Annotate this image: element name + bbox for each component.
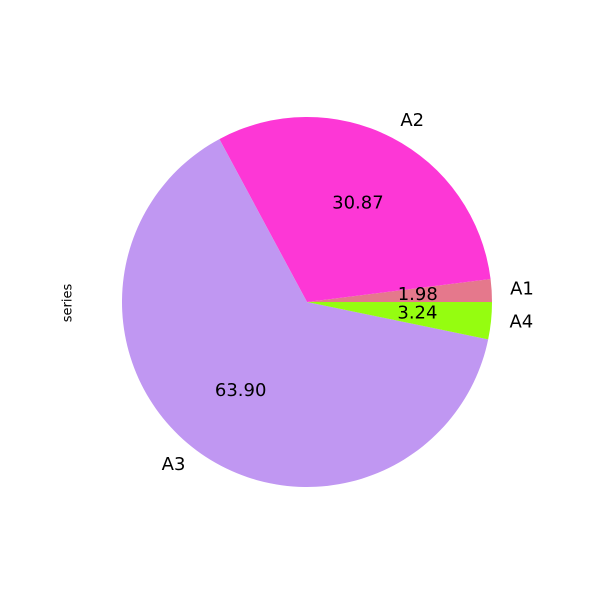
category-label-a4: A4 [509,312,533,333]
value-label-a2: 30.87 [332,192,384,213]
category-label-a2: A2 [400,110,424,131]
category-label-a1: A1 [510,278,534,299]
pie-slices [122,116,492,487]
pie-slice-a2 [219,116,491,302]
pie-slice-a3 [122,139,489,487]
value-label-a4: 3.24 [397,302,437,323]
pie-slice-a4 [307,302,492,340]
pie-labels: A1 1.98 A2 30.87 A3 63.90 A4 3.24 [162,110,534,475]
value-label-a1: 1.98 [398,284,438,305]
y-axis-label: series [61,284,76,323]
value-label-a3: 63.90 [215,380,267,401]
pie-slice-a1 [307,279,492,302]
category-label-a3: A3 [162,454,186,475]
